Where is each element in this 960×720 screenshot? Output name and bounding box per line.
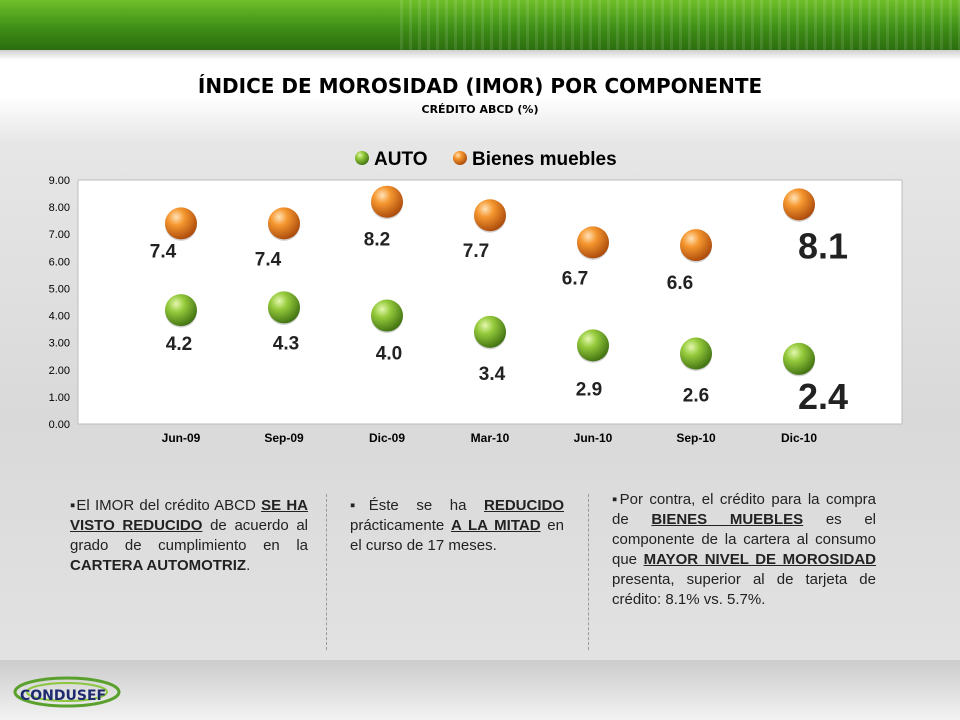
bullet1-text: El IMOR del crédito ABCD — [76, 497, 262, 514]
auto-data-label: 2.6 — [683, 386, 709, 407]
bienes-data-label: 7.4 — [255, 249, 282, 270]
auto-point — [165, 294, 197, 327]
bullet3-text2: es el componente de la cartera al consum… — [612, 511, 877, 568]
auto-point — [268, 291, 300, 324]
bienes-point — [783, 188, 815, 221]
bullet1-end: . — [246, 557, 251, 574]
column-divider-2 — [588, 494, 589, 650]
bullet3-text: Por contra, el crédito para la compra de — [612, 491, 876, 528]
legend: AUTO Bienes muebles — [355, 149, 617, 170]
bullet1-text2: de acuerdo al grado de cumplimiento en l… — [70, 517, 309, 554]
bienes-data-label: 8.2 — [364, 230, 390, 251]
auto-data-label: 2.9 — [576, 379, 602, 400]
y-tick-label: 4.00 — [49, 311, 70, 323]
auto-data-label: 4.2 — [166, 334, 192, 355]
bullet-bienes-muebles: ▪Por contra, el crédito para la compra d… — [612, 491, 877, 608]
bullet2-end: en el curso de 17 meses. — [350, 517, 564, 554]
bienes-point — [165, 207, 197, 240]
bienes-data-label: 7.4 — [150, 241, 177, 262]
column-divider-1 — [326, 494, 327, 650]
legend-marker — [453, 151, 467, 165]
bullet-auto-reduction: ▪El IMOR del crédito ABCD SE HA VISTO RE… — [70, 497, 309, 574]
x-tick-label: Mar-10 — [471, 431, 510, 445]
auto-data-label: 2.4 — [798, 376, 848, 417]
bullet3-emph1: BIENES MUEBLES — [651, 511, 804, 528]
auto-data-label: 4.3 — [273, 333, 299, 354]
bienes-data-label: 6.7 — [562, 268, 588, 289]
y-tick-label: 1.00 — [49, 392, 70, 404]
footer-band — [0, 660, 960, 720]
bullet2-emph1: REDUCIDO — [484, 497, 565, 514]
y-tick-label: 0.00 — [49, 419, 70, 431]
auto-point — [783, 342, 815, 375]
bullet3-end: presenta, superior al de tarjeta de créd… — [612, 571, 876, 608]
x-tick-label: Jun-10 — [574, 431, 613, 445]
auto-point — [577, 329, 609, 362]
bullet1-bold: CARTERA AUTOMOTRIZ — [70, 557, 247, 574]
logo-text: CONDUSEF — [20, 688, 107, 704]
bullet2-text: Éste se ha — [368, 497, 484, 514]
banner-shadow — [0, 50, 960, 60]
page-subtitle: CRÉDITO ABCD (%) — [421, 103, 539, 116]
y-axis: 0.00 1.00 2.00 3.00 4.00 5.00 6.00 7.00 8.00 9.00 — [49, 175, 70, 431]
banner-pattern — [400, 0, 960, 50]
bienes-point — [268, 207, 300, 240]
x-tick-label: Sep-09 — [264, 431, 304, 445]
auto-data-label: 4.0 — [376, 344, 402, 365]
y-tick-label: 8.00 — [49, 202, 70, 214]
auto-point — [680, 337, 712, 370]
legend-marker — [355, 151, 369, 165]
y-tick-label: 2.00 — [49, 365, 70, 377]
data-labels: 4.2 4.3 4.0 3.4 2.9 2.6 2.4 7.4 7.4 8.2 7.7 6.7 6.6 8… — [150, 225, 848, 417]
y-tick-label: 5.00 — [49, 283, 70, 295]
bienes-data-label: 7.7 — [463, 241, 489, 262]
page-title: ÍNDICE DE MOROSIDAD (IMOR) POR COMPONENT… — [197, 74, 763, 98]
bullet1-emph: SE HA VISTO REDUCIDO — [70, 497, 308, 534]
x-tick-label: Jun-09 — [162, 431, 201, 445]
x-axis: Jun-09 Sep-09 Dic-09 Mar-10 Jun-10 Sep-10 Dic-… — [162, 431, 818, 445]
bienes-point — [577, 226, 609, 259]
bullet3-emph2: MAYOR NIVEL DE MOROSIDAD — [643, 551, 876, 568]
legend-label: AUTO — [374, 149, 427, 170]
auto-point — [474, 315, 506, 348]
bullet2-text2: prácticamente — [350, 517, 451, 534]
bienes-point — [371, 185, 403, 218]
y-tick-label: 6.00 — [49, 256, 70, 268]
legend-label: Bienes muebles — [472, 149, 617, 170]
y-tick-label: 9.00 — [49, 175, 70, 187]
x-tick-label: Dic-09 — [369, 431, 405, 445]
y-tick-label: 3.00 — [49, 338, 70, 350]
data-points — [165, 185, 815, 377]
bullet-half-reduction: ▪Éste se ha REDUCIDO prácticamente A LA … — [350, 497, 565, 554]
bullet2-emph2: A LA MITAD — [450, 517, 541, 534]
condusef-logo — [13, 676, 121, 708]
bienes-data-label: 8.1 — [798, 225, 848, 266]
y-tick-label: 7.00 — [49, 229, 70, 241]
bienes-point — [680, 229, 712, 262]
x-tick-label: Sep-10 — [676, 431, 716, 445]
top-banner — [0, 0, 960, 50]
bienes-data-label: 6.6 — [667, 273, 693, 294]
imor-scatter-chart: 0.00 1.00 2.00 3.00 4.00 5.00 6.00 7.00 8.00 9.00… — [49, 149, 903, 445]
x-tick-label: Dic-10 — [781, 431, 817, 445]
bienes-point — [474, 199, 506, 232]
auto-data-label: 3.4 — [479, 364, 506, 385]
auto-point — [371, 299, 403, 332]
